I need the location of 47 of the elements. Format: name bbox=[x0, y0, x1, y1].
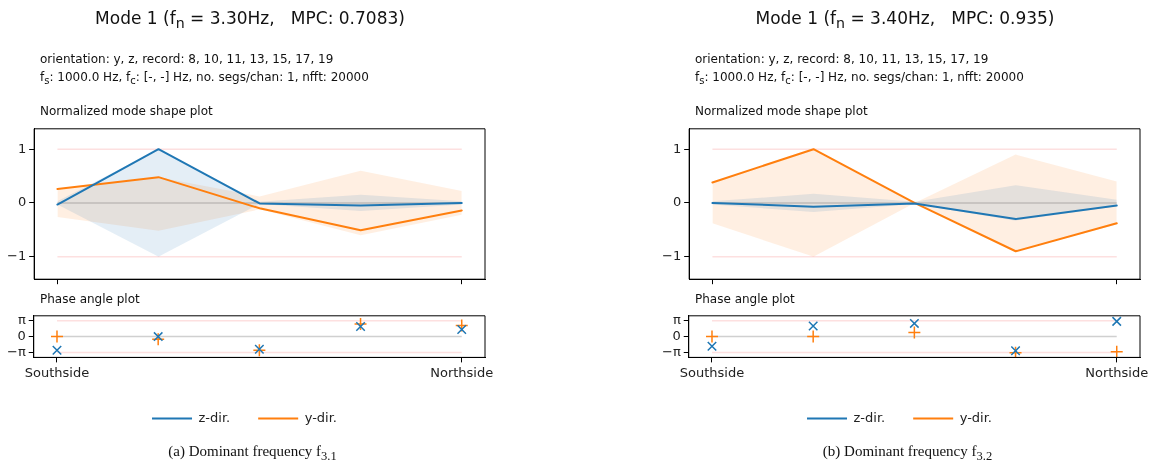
point bbox=[50, 329, 64, 344]
point bbox=[707, 341, 717, 352]
y-tick-label: −π bbox=[661, 343, 681, 359]
y-tick-label: −1 bbox=[6, 248, 27, 264]
chart-subtitle: Normalized mode shape plot bbox=[40, 104, 213, 118]
text: (b) Dominant frequency f$_{3.2}$ bbox=[821, 443, 994, 464]
point bbox=[806, 329, 820, 344]
x-tick-label: Northside bbox=[1085, 364, 1149, 380]
chart-title: Mode 1 (f$_{n}$ = 3.40Hz, MPC: 0.935) bbox=[754, 8, 1056, 32]
point bbox=[1111, 316, 1122, 327]
y-tick-label: π bbox=[672, 312, 681, 328]
point bbox=[907, 325, 922, 340]
text: (a) Dominant frequency f$_{3.1}$ bbox=[167, 443, 338, 464]
point bbox=[909, 318, 920, 329]
y-tick-label: 1 bbox=[17, 140, 27, 156]
chart-title: Mode 1 (f$_{n}$ = 3.30Hz, MPC: 0.7083) bbox=[94, 8, 406, 32]
point bbox=[705, 329, 719, 344]
x-tick-label: Southside bbox=[679, 364, 745, 380]
point bbox=[151, 332, 165, 346]
y-tick-label: 0 bbox=[672, 327, 681, 343]
x-tick-label: Southside bbox=[24, 364, 90, 380]
text: f$_{s}$: 1000.0 Hz, f$_{c}$: [-, -] Hz, no. segs/chan: 1, nfft: 20000 bbox=[40, 70, 369, 87]
chart-title: Phase angle plot bbox=[40, 292, 140, 306]
point bbox=[52, 345, 62, 356]
legend-label: y-dir. bbox=[304, 409, 337, 425]
y-tick-label: −1 bbox=[661, 248, 682, 264]
legend-label: z-dir. bbox=[853, 409, 886, 425]
point bbox=[456, 324, 467, 335]
y-tick-label: 0 bbox=[17, 194, 27, 210]
y-tick-label: π bbox=[17, 312, 26, 328]
y-tick-label: −π bbox=[6, 343, 26, 359]
point bbox=[153, 331, 164, 342]
point bbox=[355, 321, 366, 332]
y-tick-label: 0 bbox=[17, 327, 26, 343]
y-tick-label: 1 bbox=[672, 140, 682, 156]
chart-title: Phase angle plot bbox=[695, 292, 795, 306]
y-tick-label: 0 bbox=[672, 194, 682, 210]
x-tick-label: Northside bbox=[430, 364, 494, 380]
point bbox=[1109, 345, 1124, 358]
legend-label: y-dir. bbox=[959, 409, 992, 425]
text: orientation: y, z, record: 8, 10, 11, 13, 15, 17, 19 bbox=[695, 52, 989, 66]
text: f$_{s}$: 1000.0 Hz, f$_{c}$: [-, -] Hz, no. segs/chan: 1, nfft: 20000 bbox=[695, 70, 1024, 87]
chart-subtitle: Normalized mode shape plot bbox=[695, 104, 868, 118]
point bbox=[808, 320, 819, 331]
legend-label: z-dir. bbox=[198, 409, 231, 425]
point bbox=[353, 317, 368, 331]
text: orientation: y, z, record: 8, 10, 11, 13, 15, 17, 19 bbox=[40, 52, 334, 66]
